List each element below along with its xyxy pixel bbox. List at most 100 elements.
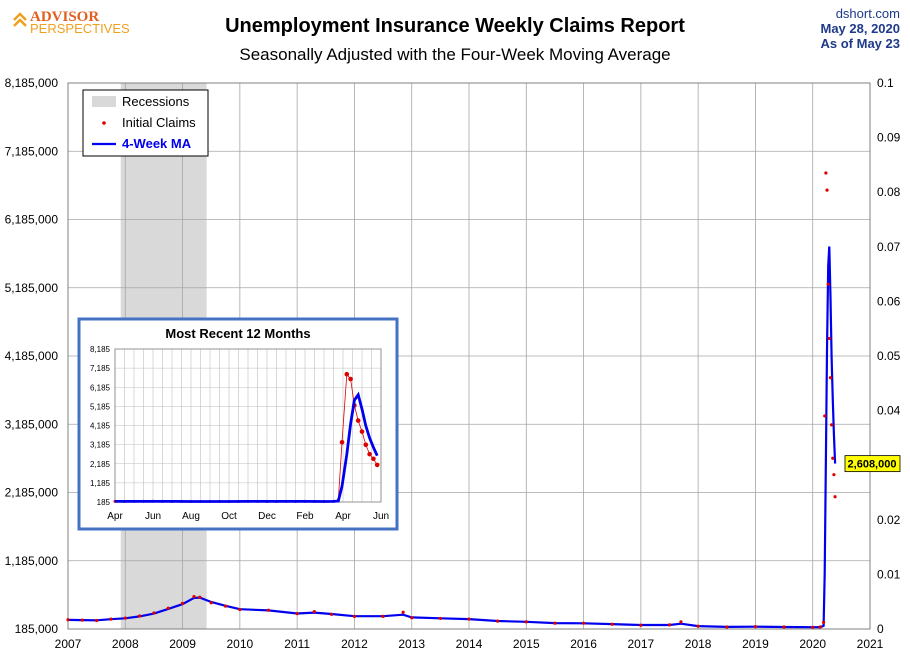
claims-point [238, 607, 242, 612]
claims-point [80, 618, 84, 622]
claims-point [467, 617, 471, 621]
claims-point [223, 604, 228, 608]
claims-point [553, 621, 557, 625]
claims-point [782, 625, 786, 629]
inset-claims-point [339, 439, 345, 445]
claims-point [833, 495, 837, 499]
x-tick-label: 2018 [685, 637, 712, 651]
x-tick-label: 2020 [799, 637, 826, 651]
inset-x-tick-label: Aug [182, 511, 200, 522]
inset-y-tick-label: 8,185 [90, 345, 111, 354]
claims-point [312, 609, 316, 614]
y2-tick-label: 0.06 [877, 294, 901, 308]
y-tick-label: 7,185,000 [5, 144, 59, 158]
inset-y-tick-label: 2,185 [90, 460, 111, 469]
claims-point [832, 473, 836, 477]
legend-label-recessions: Recessions [122, 94, 190, 109]
inset-ma-line [115, 391, 379, 503]
claims-point [581, 621, 586, 625]
logo-chevron-icon [13, 12, 27, 21]
claims-point [401, 610, 405, 614]
legend: Recessions Initial Claims 4-Week MA [82, 89, 209, 157]
claims-point [823, 414, 827, 418]
chart-title: Unemployment Insurance Weekly Claims Rep… [225, 15, 685, 37]
y2-tick-label: 0.07 [877, 240, 901, 254]
inset-title: Most Recent 12 Months [165, 326, 310, 341]
y2-tick-label: 0.08 [877, 185, 901, 199]
chart-subtitle: Seasonally Adjusted with the Four-Week M… [239, 45, 670, 64]
inset-y-tick-label: 185 [97, 498, 111, 507]
legend-swatch-recessions [92, 96, 116, 107]
x-tick-label: 2017 [628, 637, 655, 651]
y2-tick-label: 0 [877, 622, 884, 636]
legend-swatch-claims [102, 121, 106, 125]
claims-point [198, 595, 202, 599]
x-tick-label: 2014 [456, 637, 483, 651]
y2-tick-label: 0.02 [877, 513, 901, 527]
x-tick-label: 2016 [570, 637, 597, 651]
x-tick-label: 2012 [341, 637, 368, 651]
claims-point [410, 616, 414, 620]
x-tick-label: 2013 [398, 637, 425, 651]
inset-claims-point [363, 442, 369, 448]
claims-point [610, 622, 614, 626]
claims-point [152, 611, 156, 615]
claims-point [95, 618, 99, 623]
inset-x-tick-label: Jun [145, 511, 161, 522]
claims-point [209, 601, 213, 605]
inset-claims-point [371, 456, 376, 462]
claims-point [830, 423, 834, 427]
claims-point [821, 620, 826, 624]
inset-x-tick-label: Jun [373, 511, 389, 522]
inset-x-tick-label: Oct [221, 511, 237, 522]
claims-point [266, 608, 271, 612]
claims-point [123, 616, 127, 620]
inset-claims-point [348, 376, 353, 382]
latest-value-callout-box [844, 455, 901, 473]
x-tick-label: 2008 [112, 637, 139, 651]
report-date: May 28, 2020 [820, 21, 900, 36]
x-tick-label: 2011 [284, 637, 310, 651]
claims-point [66, 618, 70, 622]
inset-y-tick-label: 4,185 [90, 422, 111, 431]
claims-point [381, 614, 385, 618]
claims-point [192, 594, 196, 599]
claims-point [166, 606, 170, 610]
legend-label-ma: 4-Week MA [122, 136, 192, 151]
logo: ADVISOR PERSPECTIVES [13, 9, 130, 36]
claims-point [811, 625, 815, 629]
claims-point [827, 336, 831, 341]
logo-chevron-icon-2 [13, 18, 27, 27]
claims-point [725, 625, 729, 629]
y2-tick-label: 0.01 [877, 567, 901, 581]
claims-point [826, 282, 830, 286]
y-tick-label: 5,185,000 [5, 281, 59, 295]
claims-point [352, 614, 357, 618]
claims-point [696, 624, 700, 628]
y2-tick-label: 0.1 [877, 76, 894, 90]
inset-y-tick-label: 1,185 [90, 479, 111, 488]
claims-point [438, 616, 442, 621]
claims-point [138, 614, 142, 618]
x-tick-label: 2015 [513, 637, 540, 651]
y2-tick-label: 0.05 [877, 349, 901, 363]
claims-point [496, 619, 500, 623]
x-tick-label: 2007 [55, 637, 82, 651]
claims-point [824, 171, 828, 175]
y-tick-label: 8,185,000 [5, 76, 59, 90]
as-of-date: As of May 23 [821, 36, 900, 51]
x-tick-label: 2010 [227, 637, 254, 651]
inset-y-tick-label: 3,185 [90, 441, 111, 450]
y-tick-label: 3,185,000 [5, 417, 59, 431]
claims-point [679, 620, 683, 624]
y-tick-label: 1,185,000 [5, 554, 59, 568]
claims-point [818, 625, 822, 629]
claims-point [639, 623, 643, 627]
claims-point [753, 625, 758, 629]
inset-claims-point [367, 451, 372, 457]
y-tick-label: 6,185,000 [5, 213, 59, 227]
inset-claims-point [374, 462, 380, 468]
inset-frame [77, 317, 399, 531]
inset-x-tick-label: Apr [107, 511, 123, 522]
